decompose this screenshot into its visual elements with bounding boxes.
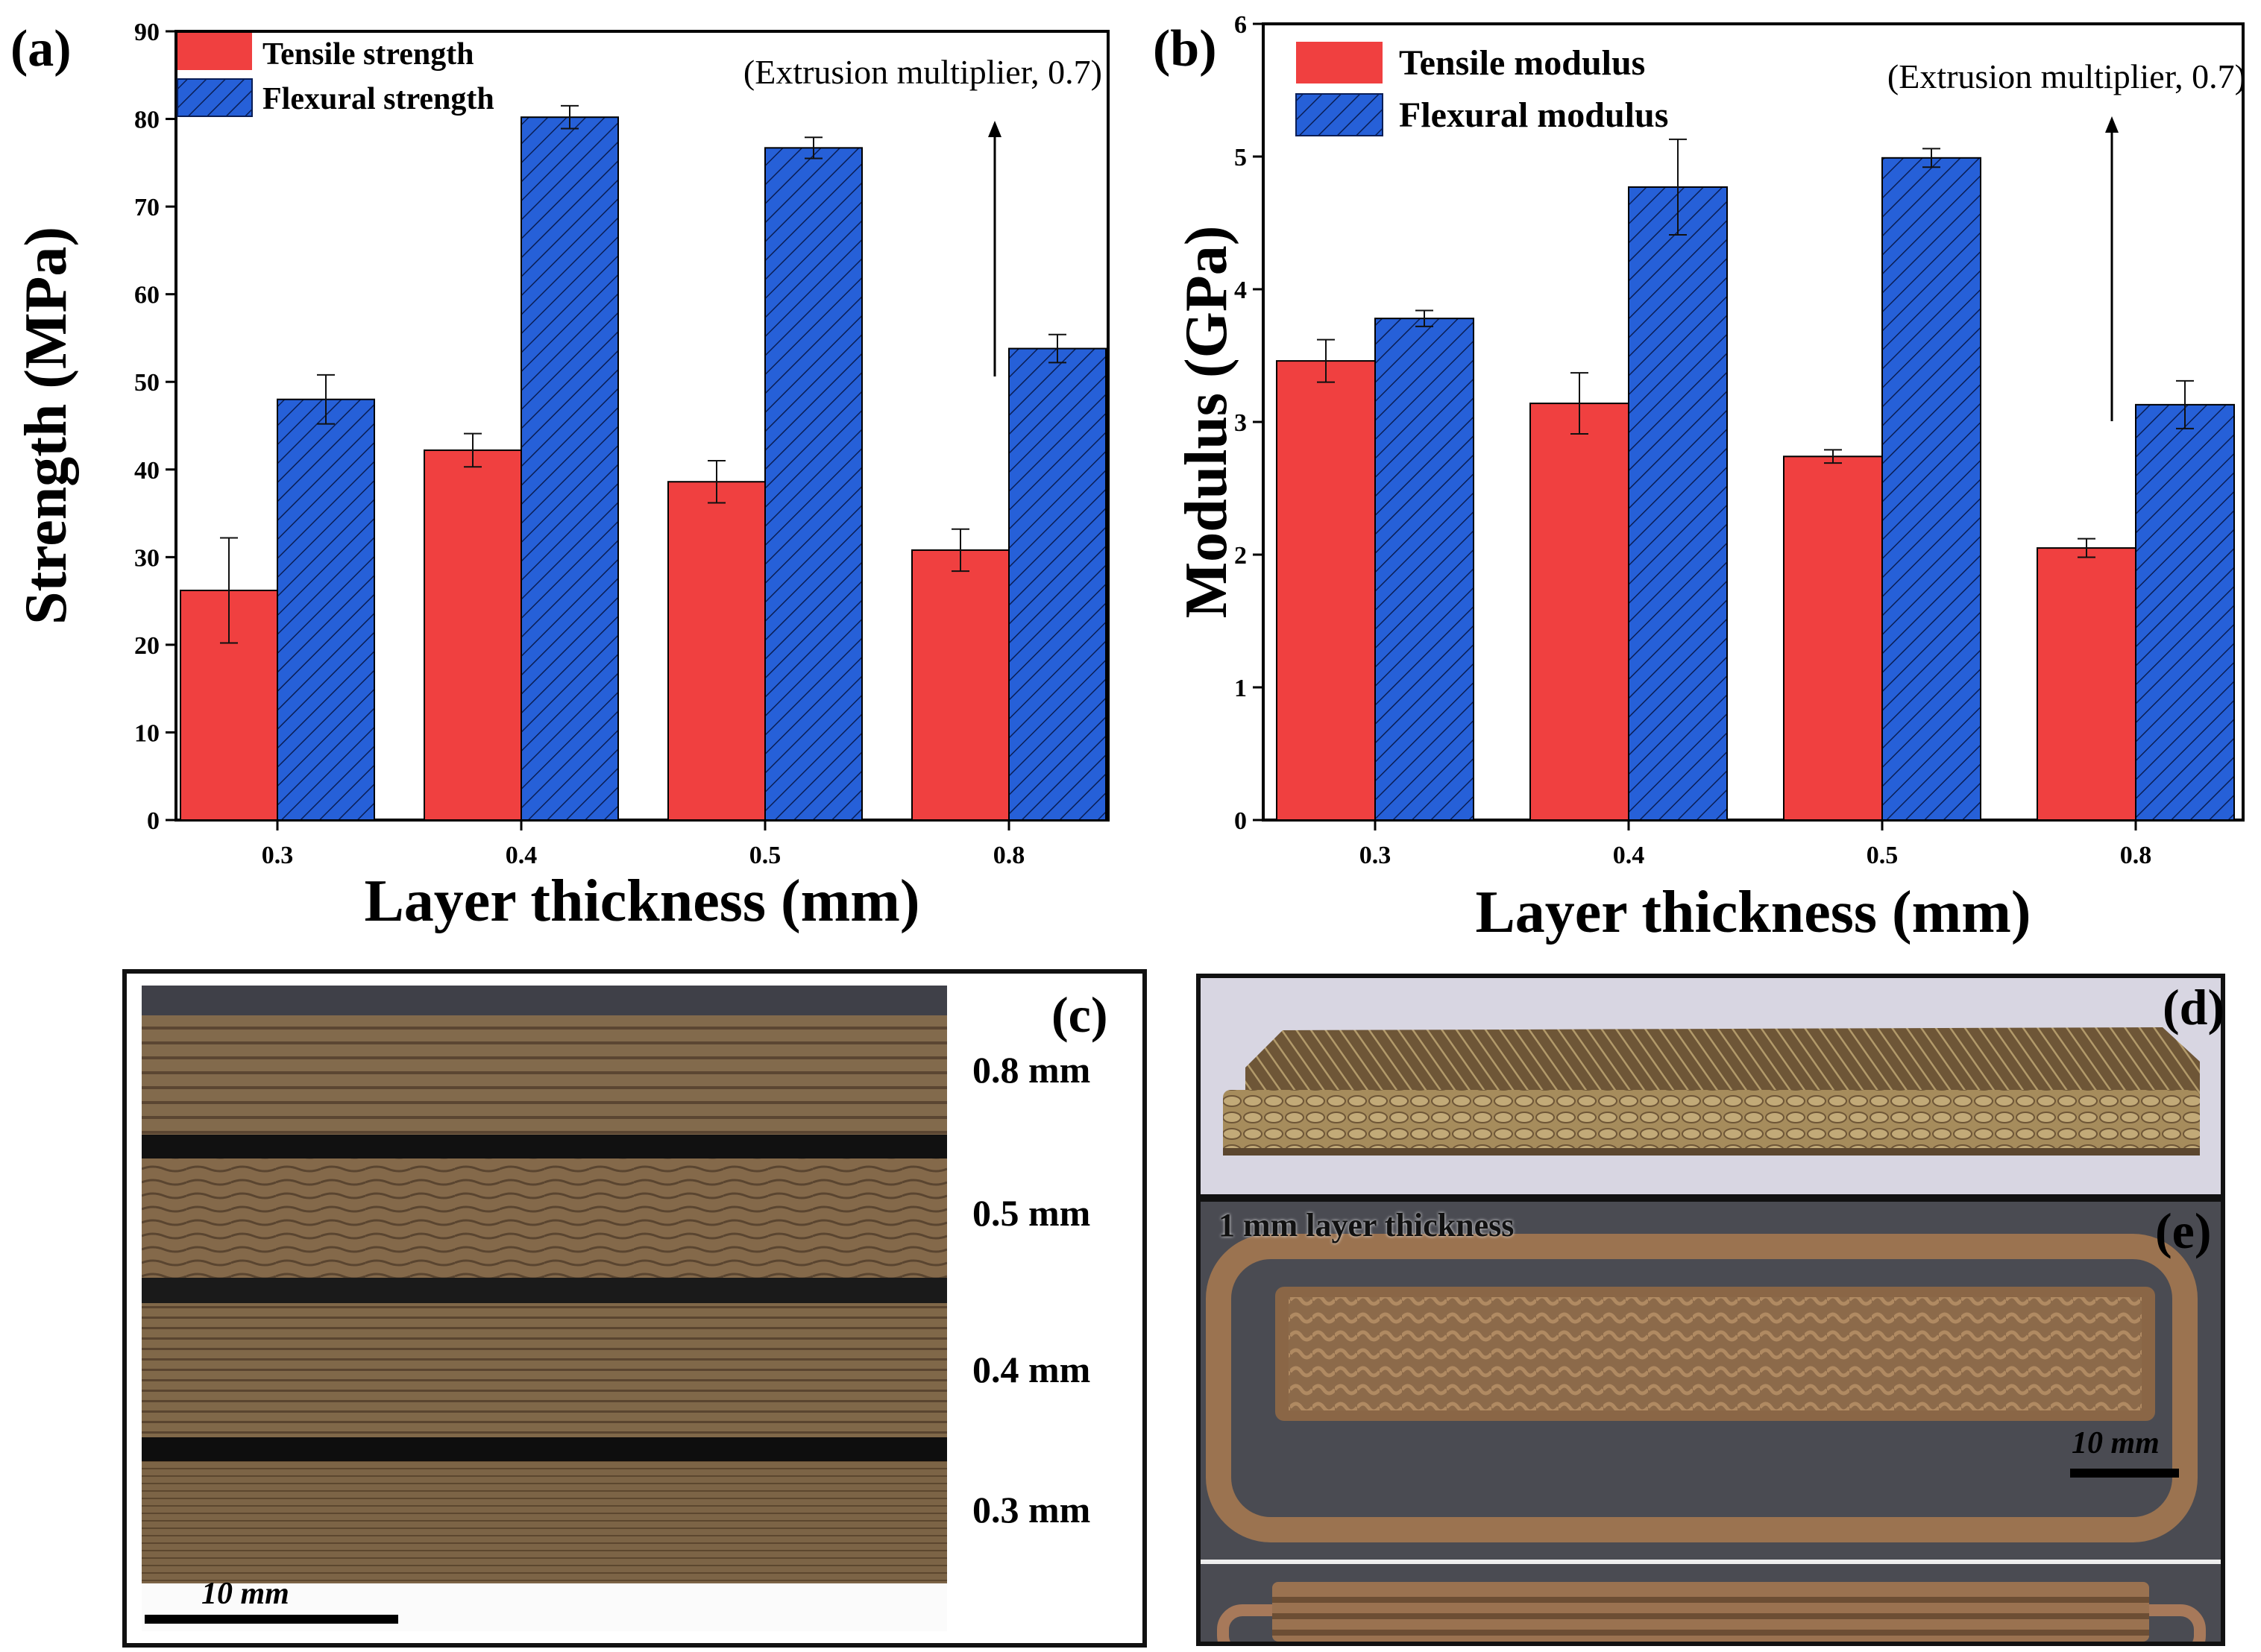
layer-label-0-8: 0.8 mm	[972, 1049, 1091, 1091]
error-bar-a-1-0.3	[317, 373, 335, 425]
y-tick-label-a-40: 40	[134, 457, 160, 485]
legend-label-flexural-modulus: Flexural modulus	[1399, 95, 1668, 135]
panel-label-d: (d)	[2163, 979, 2225, 1035]
y-tick-label-b-4: 4	[1234, 277, 1247, 304]
legend-swatch-tensile-modulus	[1296, 42, 1383, 83]
legend-label-tensile-strength: Tensile strength	[262, 37, 474, 72]
annotation-b: (Extrusion multiplier, 0.7)	[1887, 57, 2246, 95]
side-view-photo	[1201, 978, 2221, 1194]
legend-label-flexural-strength: Flexural strength	[262, 82, 494, 116]
panel-label-a: (a)	[10, 20, 72, 78]
arrow-b	[2105, 116, 2119, 421]
y-axis-title-b: Modulus (GPa)	[1174, 226, 1239, 619]
panel-divider	[1201, 1194, 2221, 1202]
error-bar-b-0-0.3	[1317, 338, 1335, 383]
error-bar-b-1-0.4	[1669, 138, 1687, 236]
y-tick-label-a-10: 10	[134, 719, 160, 747]
legend-swatch-flexural-modulus	[1295, 93, 1383, 136]
x-tick-label-a-0.8: 0.8	[993, 842, 1025, 869]
bar-a-tensile-strength-0.5	[667, 481, 766, 821]
layer-label-0-3: 0.3 mm	[972, 1489, 1091, 1530]
error-bar-b-0-0.8	[2078, 537, 2095, 558]
x-tick-label-a-0.4: 0.4	[506, 842, 538, 869]
y-tick-label-a-0: 0	[147, 807, 160, 835]
bar-b-flexural-modulus-0.5	[1881, 157, 1981, 821]
scale-bar-c	[145, 1615, 398, 1624]
x-axis-title-b: Layer thickness (mm)	[1475, 880, 2031, 945]
y-tick-label-a-70: 70	[134, 194, 160, 221]
layer-thickness-photo	[142, 986, 947, 1631]
bar-a-tensile-strength-0.4	[424, 449, 522, 821]
bar-b-tensile-modulus-0.3	[1276, 360, 1376, 821]
y-tick-label-b-3: 3	[1234, 409, 1247, 437]
annotation-a: (Extrusion multiplier, 0.7)	[743, 53, 1102, 91]
layer-label-0-5: 0.5 mm	[972, 1192, 1091, 1234]
y-tick-label-a-90: 90	[134, 19, 160, 46]
legend-label-tensile-modulus: Tensile modulus	[1399, 43, 1645, 83]
error-bar-b-1-0.5	[1922, 148, 1940, 168]
bar-b-flexural-modulus-0.4	[1628, 186, 1728, 821]
x-tick-label-a-0.3: 0.3	[262, 842, 294, 869]
panel-c-photo-frame: (c) 0.8 mm 0.5 mm 0.4 mm 0.3 mm 10 mm	[122, 969, 1147, 1648]
error-bar-b-0-0.4	[1570, 372, 1588, 435]
error-bar-a-0-0.4	[464, 432, 482, 468]
y-tick-label-a-20: 20	[134, 632, 160, 660]
bar-b-flexural-modulus-0.3	[1374, 318, 1474, 822]
bar-a-flexural-strength-0.3	[277, 398, 375, 821]
chart-a: (a) 0 10 20 30 40 50 60 70 80 90 0.3 0.4 0.5 0.8 Tens…	[10, 19, 1110, 934]
y-tick-label-b-1: 1	[1234, 675, 1247, 702]
plot-frame-a	[174, 30, 1110, 822]
bar-b-tensile-modulus-0.5	[1783, 455, 1883, 822]
error-bar-a-1-0.8	[1048, 333, 1066, 364]
top-view-photo	[1201, 1202, 2221, 1642]
legend-swatch-tensile-strength	[177, 33, 252, 70]
error-bar-a-0-0.3	[220, 537, 238, 644]
error-bar-a-0-0.5	[708, 460, 726, 504]
panel-label-b: (b)	[1153, 20, 1217, 78]
y-tick-label-a-30: 30	[134, 544, 160, 572]
x-tick-label-b-0.3: 0.3	[1359, 842, 1391, 869]
y-tick-label-a-60: 60	[134, 282, 160, 309]
y-tick-label-b-0: 0	[1234, 807, 1247, 835]
error-bar-a-0-0.8	[952, 528, 969, 573]
bar-a-flexural-strength-0.4	[521, 116, 619, 821]
x-tick-label-b-0.5: 0.5	[1867, 842, 1899, 869]
arrow-a	[988, 121, 1001, 376]
y-tick-label-b-2: 2	[1234, 542, 1247, 570]
y-tick-label-a-50: 50	[134, 369, 160, 397]
scale-label-c: 10 mm	[201, 1577, 289, 1611]
x-axis-title-a: Layer thickness (mm)	[364, 868, 919, 934]
y-tick-label-b-5: 5	[1234, 144, 1247, 171]
error-bar-b-1-0.3	[1415, 309, 1433, 327]
error-bar-a-1-0.4	[561, 104, 579, 130]
y-axis-title-a: Strength (MPa)	[13, 227, 79, 625]
panel-de-photo-frame: (d) 1 mm layer thickness (e) 10 mm	[1196, 974, 2225, 1646]
panel-label-c: (c)	[1051, 986, 1108, 1043]
bar-a-flexural-strength-0.8	[1008, 347, 1107, 822]
y-tick-label-a-80: 80	[134, 107, 160, 134]
y-tick-label-b-6: 6	[1234, 11, 1247, 39]
x-tick-label-a-0.5: 0.5	[749, 842, 782, 869]
bar-b-flexural-modulus-0.8	[2135, 403, 2235, 821]
error-bar-a-1-0.5	[805, 136, 823, 160]
scale-label-e: 10 mm	[2072, 1426, 2160, 1460]
panel-label-e: (e)	[2155, 1202, 2212, 1259]
bar-b-tensile-modulus-0.8	[2037, 547, 2136, 821]
bar-b-tensile-modulus-0.4	[1529, 403, 1629, 821]
bar-a-tensile-strength-0.8	[911, 549, 1010, 821]
error-bar-b-1-0.8	[2176, 379, 2194, 429]
layer-label-0-4: 0.4 mm	[972, 1349, 1091, 1390]
caption-e: 1 mm layer thickness	[1218, 1207, 1515, 1243]
bar-a-flexural-strength-0.5	[764, 147, 863, 822]
x-tick-label-b-0.4: 0.4	[1613, 842, 1645, 869]
legend-swatch-flexural-strength	[177, 78, 253, 117]
error-bar-b-0-0.5	[1824, 449, 1842, 464]
scale-bar-e	[2070, 1469, 2179, 1478]
x-tick-label-b-0.8: 0.8	[2120, 842, 2152, 869]
